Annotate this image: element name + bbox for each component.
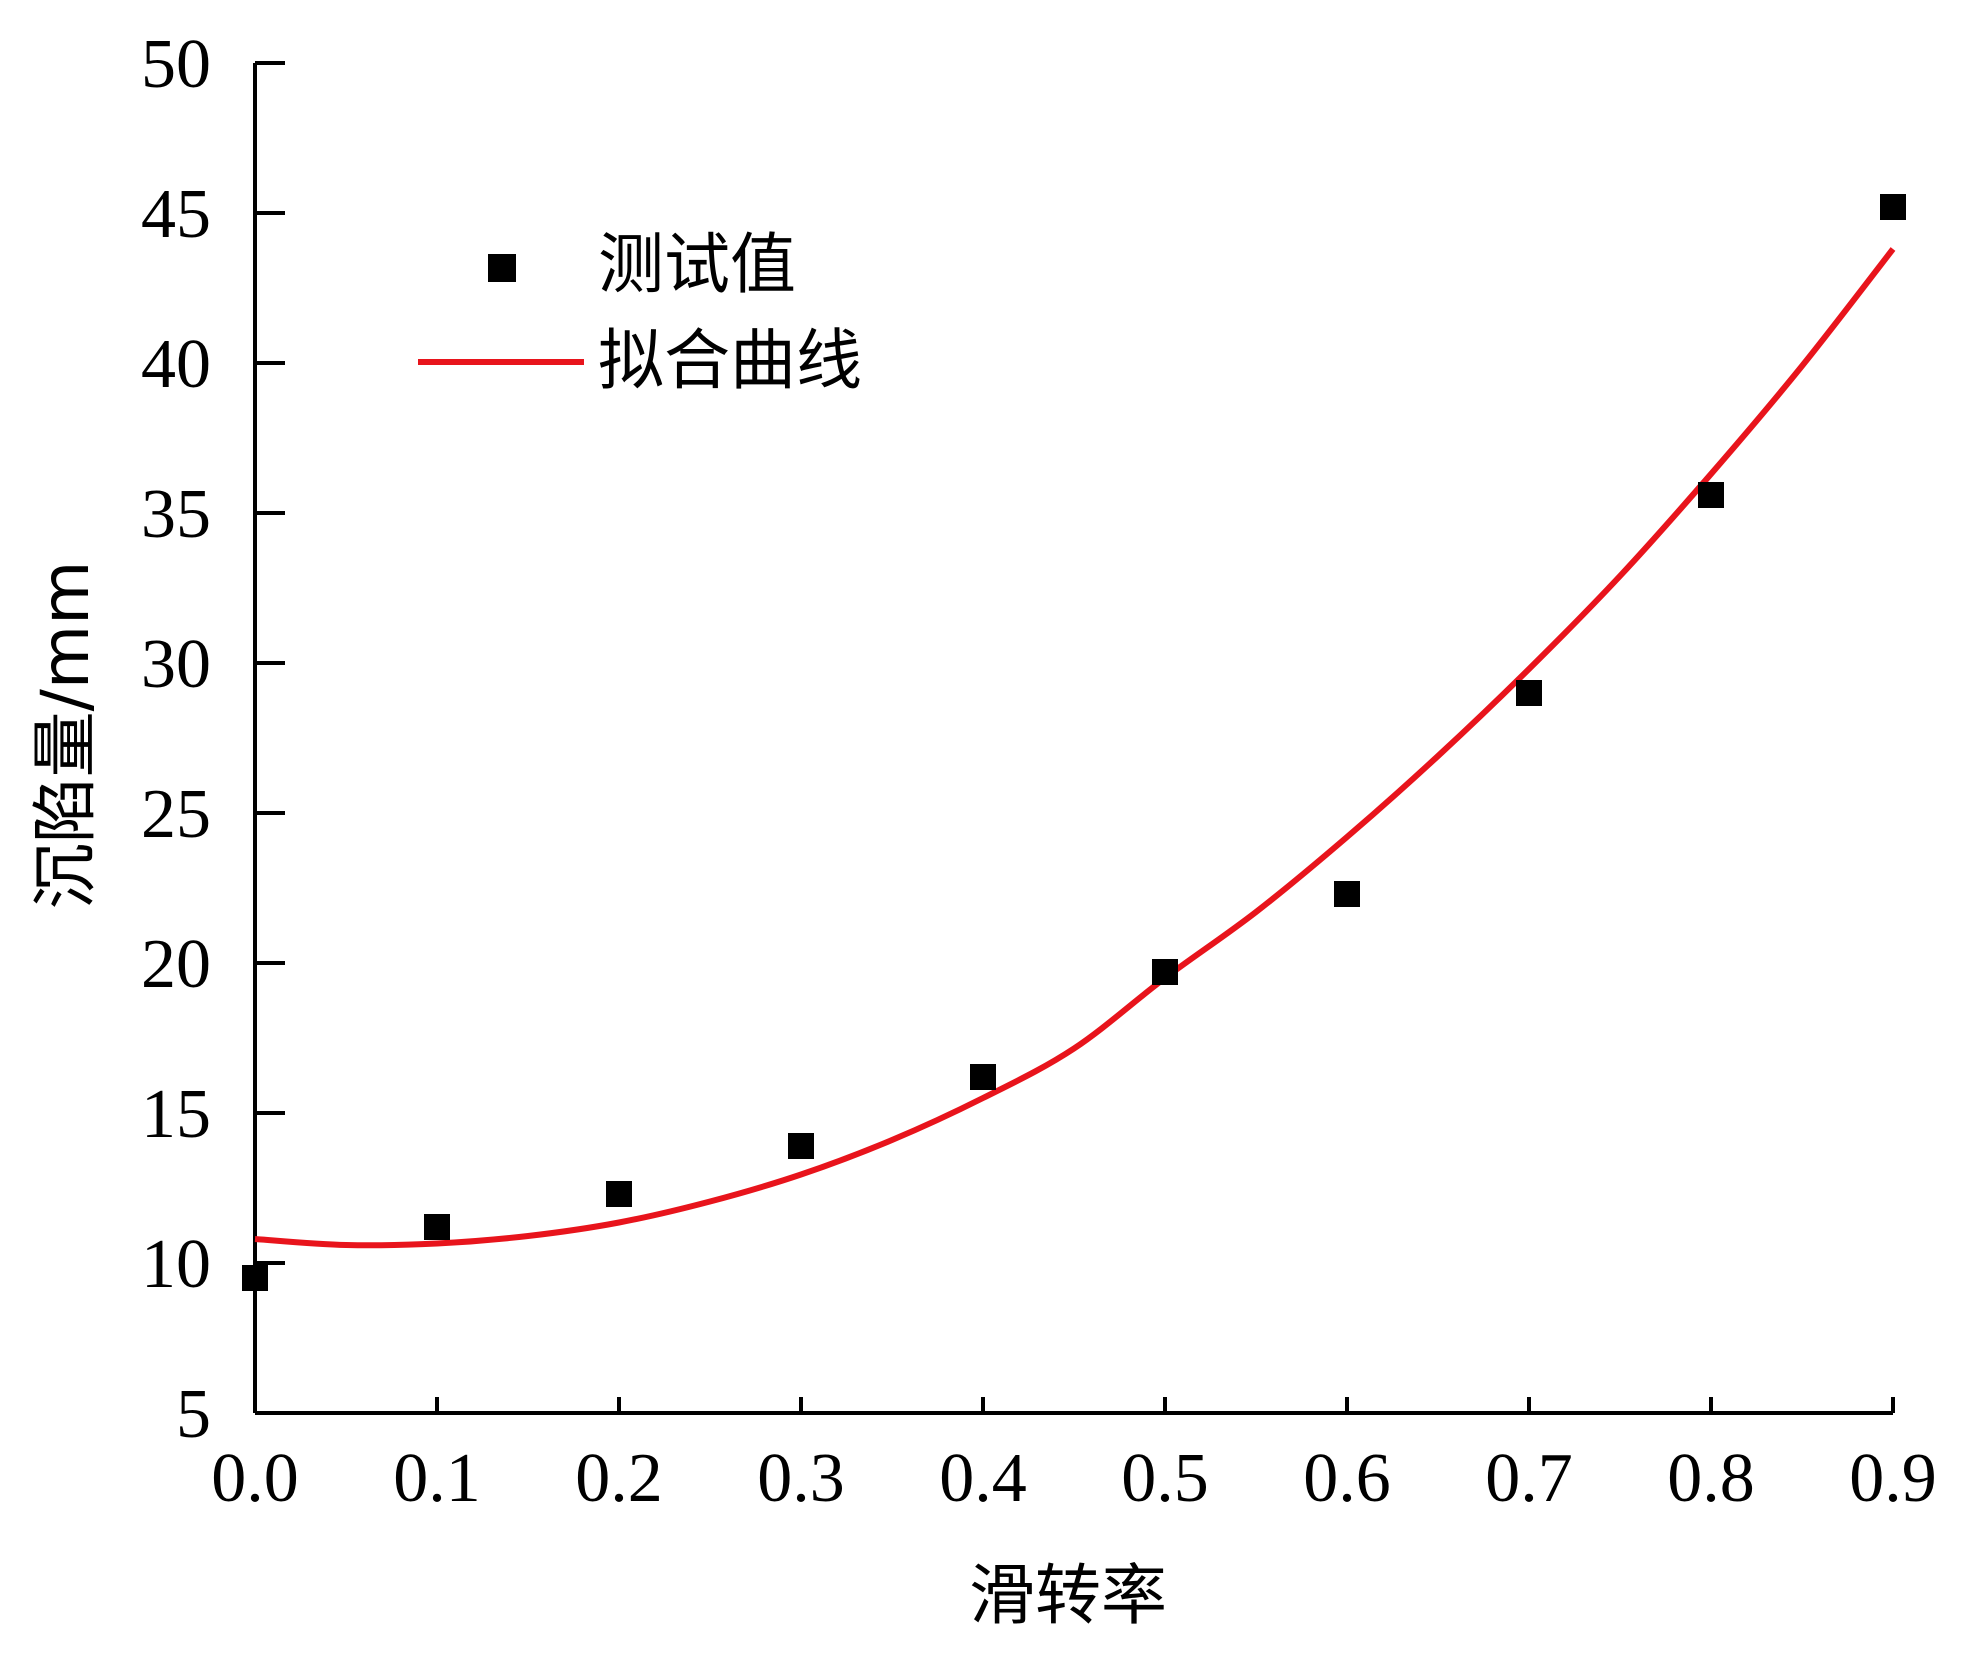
x-tick-label: 0.1 xyxy=(393,1440,481,1517)
y-tick-label: 15 xyxy=(141,1076,211,1153)
y-axis-title: 沉陷量/mm xyxy=(27,561,104,910)
y-tick-label: 10 xyxy=(141,1226,211,1303)
data-point xyxy=(788,1133,814,1159)
legend-marker-square xyxy=(488,254,516,282)
y-tick-label: 30 xyxy=(141,626,211,703)
legend: 测试值 拟合曲线 xyxy=(418,226,862,399)
x-tick-label: 0.7 xyxy=(1485,1440,1573,1517)
data-point xyxy=(1516,680,1542,706)
x-tick-label: 0.6 xyxy=(1303,1440,1391,1517)
x-tick-label: 0.8 xyxy=(1667,1440,1755,1517)
axes xyxy=(253,63,1893,1415)
data-point xyxy=(1698,482,1724,508)
fit-curve xyxy=(254,247,1896,1249)
y-tick-label: 25 xyxy=(141,776,211,853)
y-tick-label: 5 xyxy=(176,1376,211,1453)
data-point xyxy=(1334,881,1360,907)
data-point xyxy=(1880,194,1906,220)
x-axis-title: 滑转率 xyxy=(969,1557,1167,1634)
x-tick-label: 0.9 xyxy=(1849,1440,1937,1517)
x-tick-label: 0.4 xyxy=(939,1440,1027,1517)
data-point xyxy=(424,1214,450,1240)
x-tick-label: 0.2 xyxy=(575,1440,663,1517)
x-tick-label: 0.0 xyxy=(211,1440,299,1517)
legend-label-fit: 拟合曲线 xyxy=(598,322,862,399)
tick-labels: 0.0 0.1 0.2 0.3 0.4 0.5 0.6 0.7 0.8 0.9 5 10 15 20 25 3… xyxy=(141,26,1937,1517)
y-tick-label: 20 xyxy=(141,926,211,1003)
tick-marks xyxy=(253,61,1895,1415)
legend-label-measured: 测试值 xyxy=(598,226,796,303)
data-point xyxy=(606,1181,632,1207)
x-tick-label: 0.3 xyxy=(757,1440,845,1517)
y-tick-label: 45 xyxy=(141,176,211,253)
data-point xyxy=(242,1265,268,1291)
y-tick-label: 40 xyxy=(141,326,211,403)
data-point xyxy=(970,1064,996,1090)
data-points-layer xyxy=(242,194,1906,1291)
y-tick-label: 35 xyxy=(141,476,211,553)
fit-curve-layer xyxy=(254,247,1896,1249)
data-point xyxy=(1152,959,1178,985)
y-tick-label: 50 xyxy=(141,26,211,103)
x-tick-label: 0.5 xyxy=(1121,1440,1209,1517)
